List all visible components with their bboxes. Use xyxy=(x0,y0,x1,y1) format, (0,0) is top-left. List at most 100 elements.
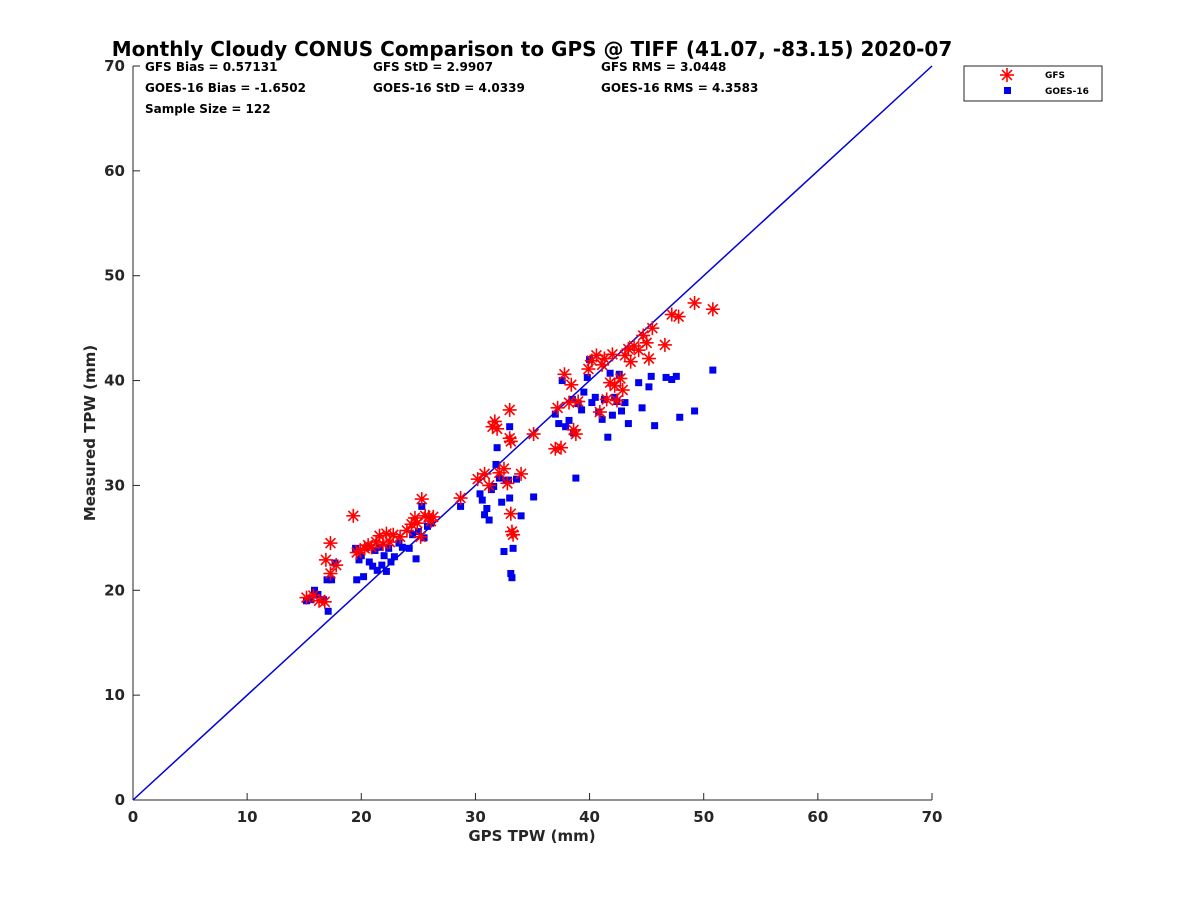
goes16-point xyxy=(420,534,428,542)
gfs-point xyxy=(657,337,672,352)
goes16-point xyxy=(608,411,616,419)
legend-box xyxy=(963,65,1103,102)
goes16-point xyxy=(405,544,413,552)
goes16-point xyxy=(395,539,403,547)
goes16-point xyxy=(412,555,420,563)
x-tick-label: 10 xyxy=(237,808,258,826)
y-axis-label: Measured TPW (mm) xyxy=(81,345,99,521)
goes16-point xyxy=(591,393,599,401)
goes16-point xyxy=(588,399,596,407)
goes16-point xyxy=(578,406,586,414)
goes16-point xyxy=(490,482,498,490)
stat-gfs-bias: GFS Bias = 0.57131 xyxy=(145,60,277,74)
gfs-point xyxy=(503,506,518,521)
goes16-point xyxy=(385,544,393,552)
goes16-point xyxy=(506,423,514,431)
goes16-point xyxy=(369,562,377,570)
y-tick-label: 20 xyxy=(104,581,125,599)
goes16-point xyxy=(352,544,360,552)
y-tick-label: 60 xyxy=(104,162,125,180)
goes16-point xyxy=(586,356,594,364)
gfs-point xyxy=(487,414,502,429)
goes16-point xyxy=(382,567,390,575)
gfs-point xyxy=(639,335,654,350)
gfs-point xyxy=(564,377,579,392)
gfs-point xyxy=(557,367,572,382)
gfs-point xyxy=(477,466,492,481)
gfs-point xyxy=(503,434,518,449)
goes16-point xyxy=(621,399,629,407)
x-tick-label: 30 xyxy=(465,808,486,826)
goes16-point xyxy=(555,420,563,428)
gfs-point xyxy=(502,402,517,417)
goes16-point xyxy=(551,410,559,418)
goes16-point xyxy=(583,373,591,381)
goes16-point xyxy=(517,512,525,520)
goes16-point xyxy=(500,547,508,555)
goes16-point xyxy=(373,566,381,574)
goes16-point xyxy=(353,576,361,584)
gfs-point xyxy=(323,566,338,581)
gfs-point xyxy=(496,461,511,476)
goes16-point xyxy=(307,596,315,604)
goes16-point xyxy=(635,379,643,387)
gfs-point xyxy=(562,395,577,410)
goes16-point xyxy=(638,404,646,412)
gfs-point xyxy=(413,529,428,544)
goes16-point xyxy=(414,528,422,536)
goes16-point xyxy=(481,511,489,519)
gfs-point xyxy=(299,590,314,605)
stat-goes-bias: GOES-16 Bias = -1.6502 xyxy=(145,81,306,95)
gfs-point xyxy=(623,354,638,369)
gfs-point xyxy=(592,405,607,420)
gfs-point xyxy=(554,440,569,455)
x-tick-label: 40 xyxy=(579,808,600,826)
goes16-point xyxy=(624,420,632,428)
goes16-point xyxy=(398,543,406,551)
goes16-point xyxy=(562,423,570,431)
goes16-point xyxy=(645,383,653,391)
goes16-point xyxy=(328,576,336,584)
goes16-point xyxy=(457,502,465,510)
goes16-point xyxy=(355,556,363,564)
goes16-point xyxy=(672,372,680,380)
gfs-point xyxy=(615,383,630,398)
y-tick-label: 70 xyxy=(104,57,125,75)
goes16-point xyxy=(565,416,573,424)
goes16-point xyxy=(323,576,331,584)
x-tick-label: 60 xyxy=(807,808,828,826)
y-tick-label: 50 xyxy=(104,267,125,285)
gfs-point xyxy=(568,427,583,442)
goes16-point xyxy=(314,590,322,598)
y-tick-label: 30 xyxy=(104,476,125,494)
x-tick-label: 20 xyxy=(351,808,372,826)
gfs-point xyxy=(482,478,497,493)
gfs-point xyxy=(490,421,505,436)
legend-gfs-asterisk xyxy=(1000,68,1014,82)
gfs-series xyxy=(299,295,720,609)
goes16-point xyxy=(647,372,655,380)
goes16-point xyxy=(509,544,517,552)
gfs-point xyxy=(453,491,468,506)
goes16-point xyxy=(360,573,368,581)
gfs-point xyxy=(605,347,620,362)
goes16-point xyxy=(390,553,398,561)
legend-goes16-label: GOES-16 xyxy=(1045,87,1089,97)
gfs-point xyxy=(550,400,565,415)
legend: GFS GOES-16 xyxy=(963,65,1103,102)
goes16-point xyxy=(662,373,670,381)
gfs-point xyxy=(426,509,441,524)
x-axis-label: GPS TPW (mm) xyxy=(468,827,595,845)
stat-gfs-std: GFS StD = 2.9907 xyxy=(373,60,493,74)
goes16-point xyxy=(615,370,623,378)
goes16-point xyxy=(365,558,373,566)
goes16-point xyxy=(604,433,612,441)
x-tick-label: 0 xyxy=(128,808,138,826)
goes16-point xyxy=(476,490,484,498)
goes16-point xyxy=(324,607,332,615)
gfs-point xyxy=(687,295,702,310)
goes16-point xyxy=(530,493,538,501)
y-tick-label: 40 xyxy=(104,372,125,390)
goes16-point xyxy=(709,366,717,374)
